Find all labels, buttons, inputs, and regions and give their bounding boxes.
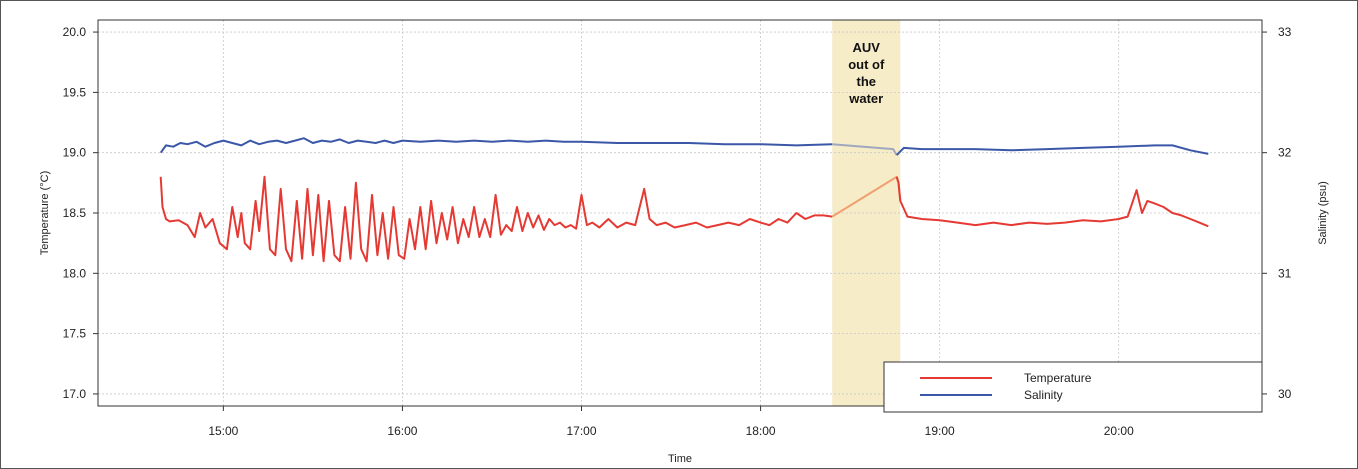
y-left-tick-label: 17.0	[63, 387, 87, 401]
series-layer	[159, 137, 1209, 263]
salinity-line	[895, 144, 1209, 156]
legend-label-salinity: Salinity	[1024, 388, 1063, 402]
salinity-gap-line	[832, 143, 898, 156]
x-tick-label: 18:00	[746, 424, 776, 438]
annotation-label-line: AUV	[853, 40, 881, 55]
y-left-tick-label: 19.0	[63, 146, 87, 160]
legend: Temperature Salinity	[883, 361, 1263, 413]
annotation-label-line: out of	[848, 57, 885, 72]
y-right-tick-label: 30	[1278, 387, 1292, 401]
salinity-line	[159, 137, 833, 154]
x-tick-label: 16:00	[387, 424, 417, 438]
annotation-label: AUV out of the water	[848, 40, 885, 106]
x-tick-label: 17:00	[566, 424, 596, 438]
y-axis-left-title: Temperature (°C)	[39, 171, 51, 255]
annotation-label-line: water	[848, 91, 883, 106]
grid-layer	[98, 20, 1262, 406]
y-left-tick-label: 20.0	[63, 25, 87, 39]
x-tick-label: 15:00	[208, 424, 238, 438]
x-tick-label: 19:00	[925, 424, 955, 438]
legend-box	[883, 361, 1263, 413]
x-axis-title: Time	[668, 453, 692, 465]
y-right-tick-label: 33	[1278, 25, 1292, 39]
temperature-line	[159, 175, 833, 263]
annotation-layer: AUV out of the water	[848, 40, 885, 106]
axis-layer: 15:00 16:00 17:00 18:00 19:00 20:00 17.0 17.5 18…	[63, 25, 1292, 438]
y-left-tick-label: 17.5	[63, 327, 87, 341]
annotation-label-line: the	[856, 74, 876, 89]
temperature-line	[895, 176, 1209, 228]
y-left-tick-label: 19.5	[63, 85, 87, 99]
y-axis-right-title: Salinity (psu)	[1317, 181, 1329, 245]
y-left-tick-label: 18.0	[63, 266, 87, 280]
y-right-tick-label: 31	[1278, 266, 1292, 280]
x-tick-label: 20:00	[1104, 424, 1134, 438]
legend-label-temperature: Temperature	[1024, 371, 1092, 385]
y-left-tick-label: 18.5	[63, 206, 87, 220]
y-right-tick-label: 32	[1278, 146, 1292, 160]
